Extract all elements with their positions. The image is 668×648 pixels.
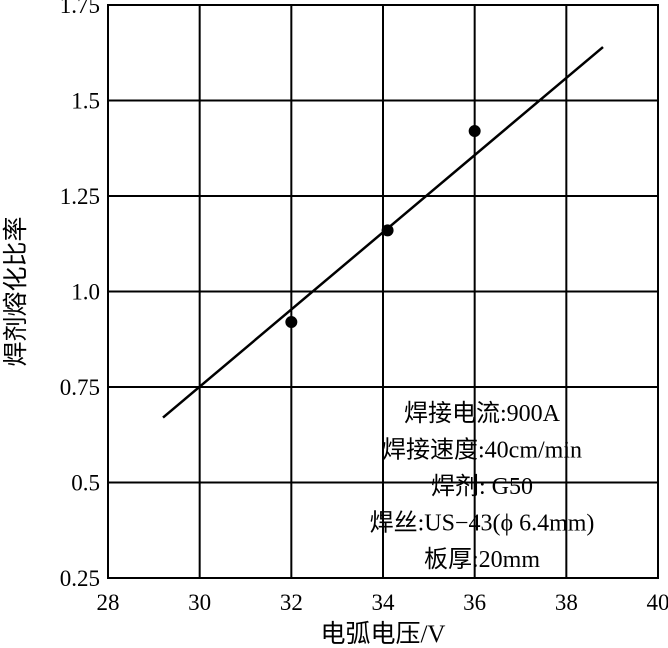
x-tick-label: 32 xyxy=(280,590,303,615)
y-tick-label: 1.75 xyxy=(60,0,100,18)
x-tick-label: 30 xyxy=(188,590,211,615)
annotation-line: 焊剂: G50 xyxy=(431,473,533,500)
x-tick-label: 34 xyxy=(372,590,396,615)
data-series xyxy=(162,46,604,419)
x-tick-labels: 28 30 32 34 36 38 40 xyxy=(97,590,668,615)
annotation-line: 板厚:20mm xyxy=(424,546,540,573)
annotation-line: 焊丝:US−43(ϕ 6.4mm) xyxy=(370,510,595,537)
annotation-block: 焊接电流:900A 焊接速度:40cm/min 焊剂: G50 焊丝:US−43(ϕ … xyxy=(370,400,595,573)
x-axis-label: 电弧电压/V xyxy=(320,620,445,648)
y-tick-labels: 0.25 0.5 0.75 1.0 1.25 1.5 1.75 xyxy=(60,0,100,591)
y-tick-label: 1.25 xyxy=(60,184,100,209)
y-tick-label: 0.5 xyxy=(71,471,100,496)
y-tick-label: 1.0 xyxy=(71,280,100,305)
annotation-line: 焊接速度:40cm/min xyxy=(382,437,582,464)
data-point xyxy=(285,316,298,329)
x-tick-label: 36 xyxy=(463,590,486,615)
data-point xyxy=(468,125,481,138)
fit-line xyxy=(162,46,604,419)
annotation-line: 焊接电流:900A xyxy=(404,400,561,427)
grid-lines xyxy=(108,5,658,578)
y-axis-label: 焊剂熔化比率 xyxy=(2,216,30,366)
x-tick-label: 38 xyxy=(555,590,578,615)
y-tick-label: 0.75 xyxy=(60,375,100,400)
x-tick-label: 28 xyxy=(97,590,120,615)
plot-frame xyxy=(107,4,659,579)
y-tick-label: 1.5 xyxy=(71,89,100,114)
x-tick-label: 40 xyxy=(647,590,668,615)
y-tick-label: 0.25 xyxy=(60,566,100,591)
